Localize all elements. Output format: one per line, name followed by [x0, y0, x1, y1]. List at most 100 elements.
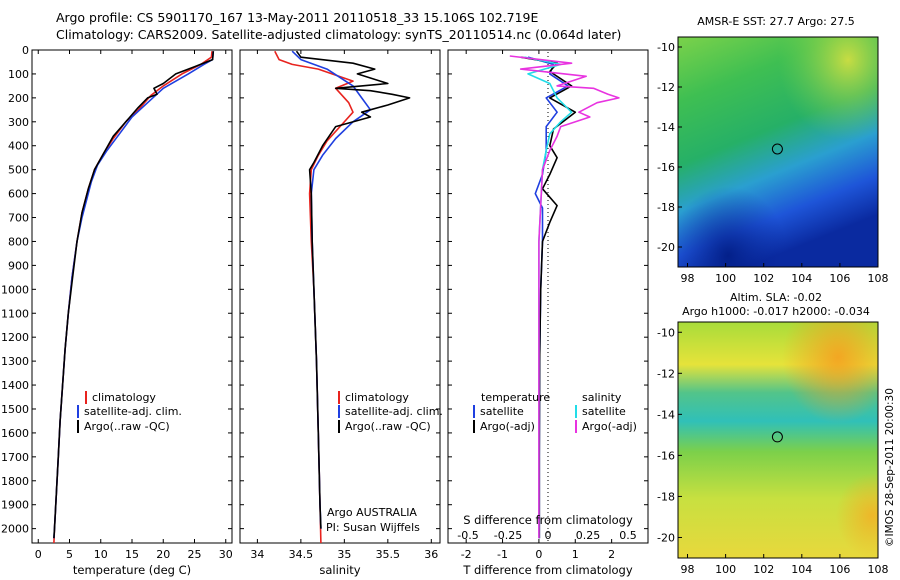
depth-tick-label: 1500	[1, 403, 29, 416]
x-tick-label: -1	[497, 548, 508, 561]
t-difference-axis-label: T difference from climatology	[462, 563, 633, 577]
temperature-plot-frame	[31, 49, 233, 544]
depth-tick-label: 500	[8, 164, 29, 177]
depth-tick-label: 600	[8, 188, 29, 201]
longitude-tick-label: 98	[681, 563, 695, 576]
x-tick-label: -2	[461, 548, 472, 561]
x-tick-label: 1	[572, 548, 579, 561]
latitude-tick-label: -14	[657, 408, 675, 421]
latitude-tick-label: -18	[657, 490, 675, 503]
salinity-x-axis-label: salinity	[319, 563, 360, 577]
depth-tick-label: 1100	[1, 307, 29, 320]
argo-float-position-marker	[771, 143, 783, 155]
longitude-tick-label: 104	[791, 563, 812, 576]
series-line-salinity-argo-adj	[509, 55, 620, 539]
legend-salinity-satellite-label: satellite	[582, 405, 626, 418]
legend-temperature-title: temperature	[481, 391, 550, 404]
x-tick-label: 34	[250, 548, 264, 561]
depth-tick-label: 2000	[1, 523, 29, 536]
depth-tick-label: 700	[8, 212, 29, 225]
series-line-argo-raw-qc	[53, 51, 215, 539]
latitude-tick-label: -20	[657, 241, 675, 254]
latitude-tick-label: -16	[657, 449, 675, 462]
latitude-tick-label: -20	[657, 531, 675, 544]
depth-tick-label: 100	[8, 68, 29, 81]
temperature-x-axis-label: temperature (deg C)	[73, 563, 191, 577]
longitude-tick-label: 108	[868, 563, 889, 576]
x-tick-label: 2	[608, 548, 615, 561]
x-tick-label: 35.5	[376, 548, 401, 561]
legend-climatology-label: climatology	[92, 391, 156, 404]
temperature-panel: 0100200300400500600700800900100011001200…	[1, 44, 233, 577]
depth-tick-label: 200	[8, 92, 29, 105]
latitude-tick-label: -18	[657, 201, 675, 214]
s-difference-tick-label: 0	[545, 529, 552, 542]
sla-map-frame	[677, 321, 879, 559]
legend-satellite-label: satellite-adj. clim.	[84, 405, 182, 418]
depth-tick-label: 1700	[1, 451, 29, 464]
depth-tick-label: 800	[8, 235, 29, 248]
longitude-tick-label: 104	[791, 272, 812, 285]
series-line-temperature-argo-adj	[520, 56, 577, 539]
s-difference-tick-label: 0.5	[619, 529, 637, 542]
series-line-argo-raw-qc	[295, 50, 411, 529]
latitude-tick-label: -10	[657, 41, 675, 54]
salinity-legend: climatology satellite-adj. clim. Argo(..…	[338, 391, 443, 433]
x-tick-label: 20	[156, 548, 170, 561]
depth-tick-label: 0	[22, 44, 29, 57]
longitude-tick-label: 100	[715, 563, 736, 576]
x-tick-label: 25	[188, 548, 202, 561]
x-tick-label: 10	[94, 548, 108, 561]
legend-satellite-label: satellite-adj. clim.	[345, 405, 443, 418]
sst-map-panel: AMSR-E SST: 27.7 Argo: 27.5 98 100 102 104 1…	[657, 15, 888, 285]
s-difference-tick-label: -0.25	[494, 529, 522, 542]
sst-map-title: AMSR-E SST: 27.7 Argo: 27.5	[697, 15, 855, 28]
legend-climatology-label: climatology	[345, 391, 409, 404]
longitude-tick-label: 98	[681, 272, 695, 285]
x-tick-label: 30	[219, 548, 233, 561]
legend-argo-label: Argo(..raw -QC)	[84, 420, 170, 433]
salinity-panel: 34 34.5 35 35.5 36 climatology satellite-adj…	[239, 49, 443, 577]
latitude-tick-label: -14	[657, 121, 675, 134]
depth-tick-label: 1200	[1, 331, 29, 344]
latitude-tick-label: -12	[657, 367, 675, 380]
longitude-tick-label: 106	[829, 563, 850, 576]
difference-legend: temperature salinity satellite Argo(-adj…	[473, 391, 637, 433]
longitude-tick-label: 102	[753, 563, 774, 576]
temperature-legend: climatology satellite-adj. clim. Argo(..…	[77, 391, 182, 433]
latitude-tick-label: -12	[657, 81, 675, 94]
x-tick-label: 0	[535, 548, 542, 561]
sla-map-panel: Altim. SLA: -0.02 Argo h1000: -0.017 h20…	[657, 291, 888, 576]
figure-title-line-2: Climatology: CARS2009. Satellite-adjuste…	[56, 27, 622, 42]
legend-argo-label: Argo(..raw -QC)	[345, 420, 431, 433]
salinity-annotation-pi: PI: Susan Wijffels	[326, 521, 420, 534]
imos-credit: ©IMOS 28-Sep-2011 20:00:30	[884, 388, 896, 547]
sst-map-frame	[677, 36, 879, 268]
salinity-plot-frame	[239, 49, 441, 544]
latitude-tick-label: -10	[657, 326, 675, 339]
legend-salinity-argo-label: Argo(-adj)	[582, 420, 637, 433]
legend-temperature-argo-label: Argo(-adj)	[480, 420, 535, 433]
legend-salinity-title: salinity	[582, 391, 622, 404]
x-tick-label: 0	[35, 548, 42, 561]
figure-title-line-1: Argo profile: CS 5901170_167 13-May-2011…	[56, 10, 539, 25]
x-tick-label: 5	[66, 548, 73, 561]
salinity-annotation-argo-australia: Argo AUSTRALIA	[327, 506, 417, 519]
legend-temperature-satellite-label: satellite	[480, 405, 524, 418]
x-tick-label: 15	[125, 548, 139, 561]
depth-tick-label: 1900	[1, 499, 29, 512]
sla-map-title: Altim. SLA: -0.02	[730, 291, 822, 304]
depth-tick-label: 1300	[1, 355, 29, 368]
longitude-tick-label: 108	[868, 272, 889, 285]
depth-tick-label: 1000	[1, 283, 29, 296]
longitude-tick-label: 106	[829, 272, 850, 285]
sst-cold-region	[678, 37, 878, 267]
sla-map-subtitle: Argo h1000: -0.017 h2000: -0.034	[682, 305, 870, 318]
x-tick-label: 34.5	[289, 548, 314, 561]
depth-tick-label: 400	[8, 140, 29, 153]
s-difference-tick-label: -0.5	[457, 529, 478, 542]
longitude-tick-label: 100	[715, 272, 736, 285]
x-tick-label: 36	[424, 548, 438, 561]
depth-tick-label: 300	[8, 116, 29, 129]
